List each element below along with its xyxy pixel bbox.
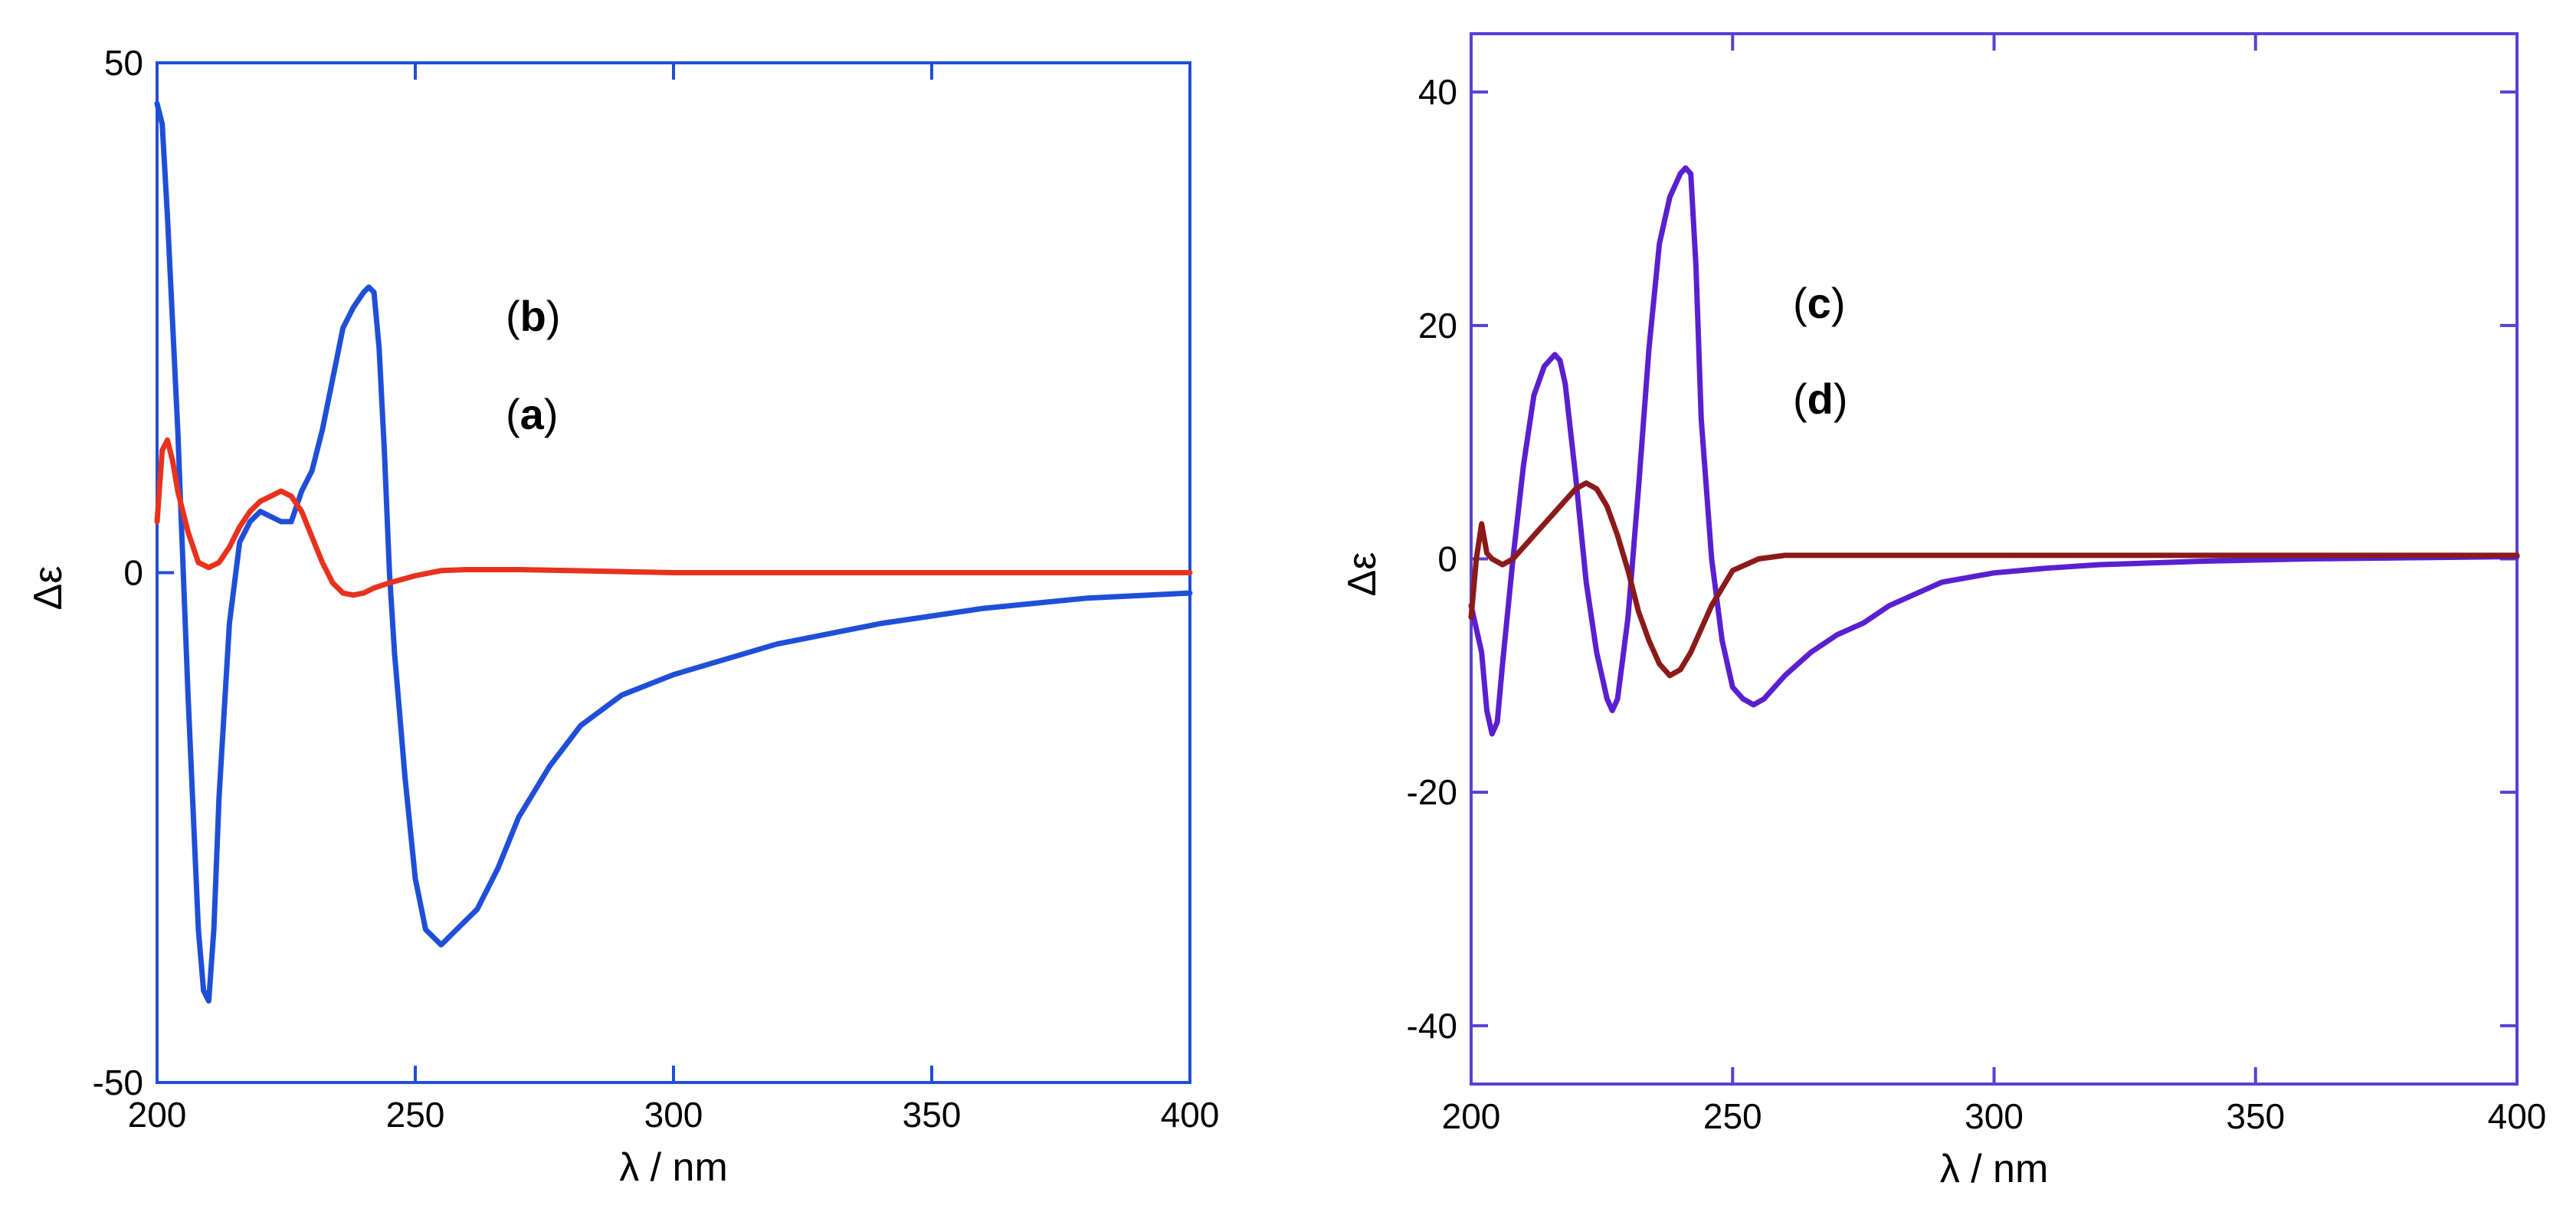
series-group	[154, 100, 1193, 1004]
x-tick-label: 250	[386, 1095, 445, 1135]
x-tick-label: 300	[644, 1095, 703, 1135]
series-line-1	[1468, 165, 2520, 737]
axis-ticks: 200 250 300 350 400 -50 0 50	[93, 43, 1220, 1135]
x-axis-title: λ / nm	[1940, 1147, 2049, 1191]
annotation-label: (a)	[506, 390, 558, 438]
x-tick-label: 200	[1442, 1096, 1501, 1136]
annotation-label: (c)	[1793, 279, 1845, 327]
x-tick-label: 200	[128, 1095, 187, 1135]
series-line-2	[1468, 480, 2520, 679]
x-tick-label: 250	[1703, 1096, 1762, 1136]
series-line-2	[154, 437, 1193, 598]
y-tick-label: 0	[123, 553, 143, 593]
y-tick-label: -40	[1407, 1006, 1457, 1046]
x-tick-label: 300	[1965, 1096, 2024, 1136]
series-group	[1468, 165, 2520, 737]
axis-ticks: 200 250 300 350 400 -40 -20 0 20 40	[1407, 34, 2547, 1136]
annotation-label: (d)	[1793, 375, 1848, 423]
x-tick-label: 400	[1161, 1095, 1220, 1135]
x-axis-title: λ / nm	[619, 1145, 728, 1190]
y-tick-label: 20	[1418, 306, 1457, 346]
x-tick-label: 350	[903, 1095, 962, 1135]
y-tick-label: 40	[1418, 72, 1457, 112]
x-tick-label: 400	[2488, 1096, 2547, 1136]
y-tick-label: 0	[1437, 539, 1457, 579]
y-tick-label: -20	[1407, 772, 1457, 812]
series-line-1	[154, 100, 1193, 1004]
annotation-label: (b)	[506, 292, 561, 340]
y-tick-label: 50	[104, 43, 143, 83]
y-tick-label: -50	[93, 1063, 143, 1102]
y-axis-title: Δε	[1340, 552, 1385, 597]
y-axis-title: Δε	[26, 566, 70, 611]
chart-panel-right: 200 250 300 350 400 -40 -20 0 20 40 λ / nm Δε (c)…	[1340, 32, 2547, 1191]
x-tick-label: 350	[2226, 1096, 2285, 1136]
chart-panel-left: 200 250 300 350 400 -50 0 50 λ / nm Δε (b) (a)	[26, 43, 1219, 1190]
